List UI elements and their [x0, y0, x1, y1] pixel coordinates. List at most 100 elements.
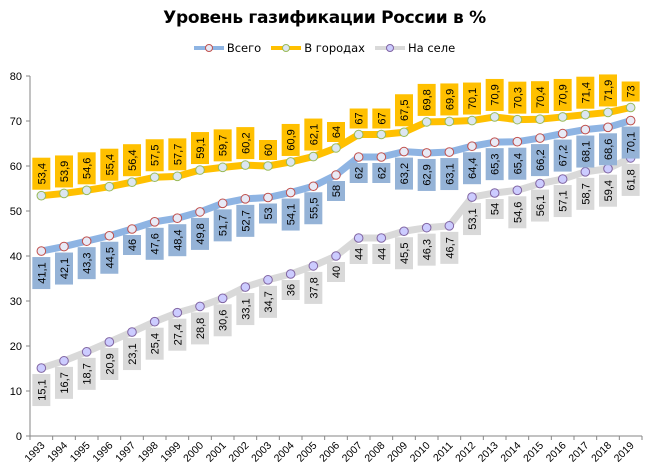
- data-label: 20,9: [104, 353, 116, 374]
- legend-item-total: Всего: [193, 41, 261, 55]
- data-label: 25,4: [150, 333, 162, 354]
- data-label: 53,9: [59, 161, 71, 182]
- x-tick-label: 1996: [90, 440, 115, 465]
- data-point: [557, 128, 568, 139]
- data-label: 48,4: [172, 229, 184, 250]
- data-label: 55,4: [104, 154, 116, 175]
- data-point: [59, 241, 69, 252]
- data-label-box: [327, 262, 345, 282]
- data-label: 70,3: [512, 87, 524, 108]
- data-label-box: [281, 123, 300, 156]
- data-label-box: [123, 235, 141, 255]
- data-label-box: [55, 155, 73, 188]
- data-point: [217, 162, 228, 173]
- data-point: [467, 115, 477, 126]
- data-label-box: [417, 233, 436, 266]
- data-label-box: [304, 118, 323, 151]
- data-label-box: [485, 78, 504, 111]
- data-point: [603, 163, 613, 174]
- legend-marker-total-icon: [193, 44, 224, 52]
- data-label-box: [77, 357, 96, 390]
- data-point: [467, 141, 477, 151]
- data-label-box: [395, 237, 413, 270]
- data-label: 70,1: [467, 88, 479, 109]
- data-label: 16,7: [59, 372, 71, 393]
- data-point: [444, 221, 455, 231]
- data-point: [36, 363, 47, 373]
- data-label: 34,7: [263, 291, 275, 312]
- data-point: [444, 147, 455, 157]
- data-point: [399, 146, 409, 157]
- data-label-box: [417, 83, 436, 116]
- data-label: 64: [331, 126, 343, 138]
- data-label-box: [372, 108, 391, 129]
- data-label: 58,7: [580, 183, 592, 204]
- data-point: [580, 109, 591, 120]
- data-point: [59, 188, 69, 199]
- data-label: 54: [490, 203, 502, 215]
- data-point: [512, 136, 523, 147]
- data-label-box: [77, 247, 96, 280]
- data-label-box: [621, 81, 640, 102]
- data-point: [331, 251, 341, 261]
- data-label: 44: [354, 248, 366, 260]
- data-point: [172, 213, 183, 223]
- data-label-box: [576, 177, 595, 210]
- data-label: 68,6: [603, 139, 615, 160]
- data-point: [195, 165, 205, 175]
- data-label: 54,6: [512, 202, 524, 223]
- data-point: [308, 151, 319, 162]
- data-point: [217, 198, 228, 209]
- data-label: 71,9: [603, 80, 615, 101]
- data-point: [217, 293, 228, 304]
- data-point: [399, 127, 409, 138]
- data-point: [421, 222, 432, 233]
- data-label: 59,7: [218, 135, 230, 156]
- data-label-box: [259, 203, 277, 224]
- data-label: 69,8: [422, 89, 434, 110]
- data-label-box: [349, 244, 368, 264]
- data-label-box: [327, 181, 345, 201]
- data-point: [263, 192, 273, 203]
- data-label: 52,7: [240, 210, 252, 231]
- legend-marker-cities-icon: [271, 44, 302, 52]
- x-tick-label: 2011: [431, 440, 456, 465]
- data-label-box: [395, 94, 413, 127]
- data-label: 33,1: [240, 298, 252, 319]
- data-label: 66,2: [535, 149, 547, 170]
- data-label-box: [213, 209, 232, 242]
- data-label: 60,9: [286, 129, 298, 150]
- data-point: [104, 337, 115, 347]
- data-label-box: [55, 252, 73, 285]
- data-label: 18,7: [82, 363, 94, 384]
- data-label: 45,5: [399, 243, 411, 264]
- x-tick-label: 2017: [566, 440, 591, 465]
- data-label: 62,9: [422, 164, 434, 185]
- data-point: [625, 115, 636, 126]
- data-point: [331, 170, 341, 180]
- data-point: [172, 171, 183, 182]
- data-label: 53: [263, 207, 275, 219]
- data-point: [580, 124, 591, 135]
- data-point: [557, 112, 568, 122]
- x-tick-label: 2016: [544, 440, 569, 465]
- data-point: [149, 172, 160, 183]
- data-label-box: [349, 163, 368, 183]
- data-point: [421, 117, 432, 127]
- y-tick-label: 20: [10, 341, 22, 353]
- data-label-box: [100, 241, 119, 274]
- data-label: 47,6: [150, 233, 162, 254]
- data-label: 15,1: [36, 379, 48, 400]
- data-label-box: [395, 157, 413, 190]
- legend-label: На селе: [407, 41, 456, 55]
- legend-marker-rural-icon: [374, 44, 405, 52]
- data-point: [263, 275, 273, 285]
- data-point: [535, 178, 545, 189]
- x-tick-label: 2006: [317, 440, 342, 465]
- data-label: 67,5: [399, 100, 411, 121]
- x-tick-label: 2008: [362, 440, 387, 465]
- data-label: 40: [331, 266, 343, 278]
- data-label: 62: [376, 167, 388, 179]
- y-tick-label: 0: [16, 431, 22, 443]
- data-label: 59,1: [195, 137, 207, 158]
